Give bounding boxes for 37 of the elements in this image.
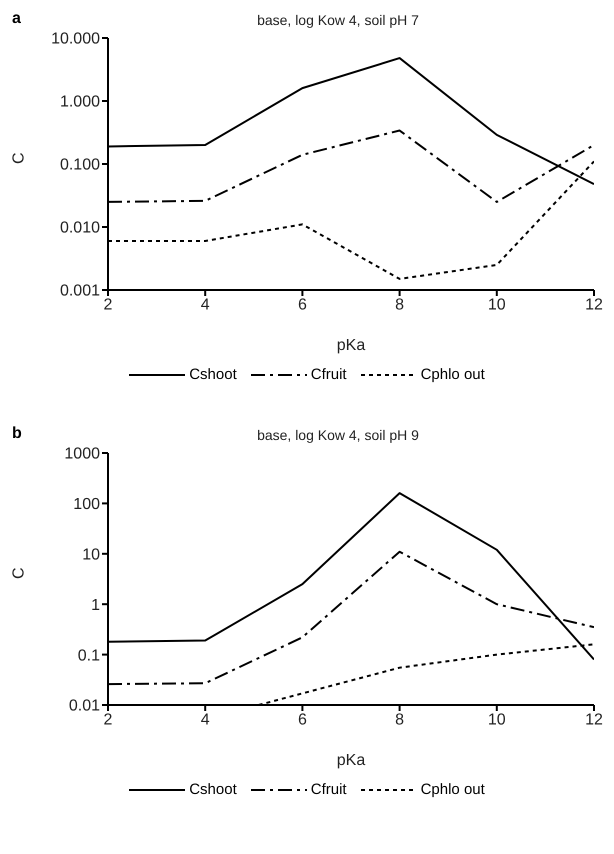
legend-label: Cshoot — [189, 781, 237, 798]
legend-label: Cphlo out — [420, 781, 485, 798]
y-tick-label: 0.100 — [60, 156, 100, 174]
x-tick-label: 12 — [585, 711, 603, 728]
x-tick-label: 10 — [488, 711, 506, 728]
x-tick-label: 10 — [488, 296, 506, 314]
text: b — [12, 425, 22, 443]
y-axis-title: C — [10, 152, 28, 164]
x-tick-label: 2 — [104, 296, 113, 314]
y-tick-label: 1000 — [64, 446, 100, 463]
x-tick-label: 8 — [395, 711, 404, 728]
x-axis-title: pKa — [336, 337, 366, 354]
x-tick-label: 4 — [200, 711, 210, 728]
legend-label: Cfruit — [310, 366, 347, 383]
y-tick-label: 0.001 — [60, 282, 100, 300]
legend-label: Cphlo out — [420, 366, 485, 383]
y-tick-label: 0.010 — [60, 220, 100, 237]
legend-label: Cshoot — [189, 366, 237, 383]
legend-label: Cfruit — [310, 781, 347, 798]
y-tick-label: 100 — [73, 496, 100, 514]
x-tick-label: 12 — [585, 296, 603, 314]
x-tick-label: 6 — [298, 296, 307, 314]
y-tick-label: 0.01 — [68, 698, 100, 715]
x-tick-label: 2 — [104, 711, 113, 728]
y-tick-label: 1.000 — [60, 94, 100, 111]
chart-title: base, log Kow 4, soil pH 9 — [256, 427, 420, 443]
x-axis-title: pKa — [336, 752, 366, 769]
chart-title: base, log Kow 4, soil pH 7 — [256, 12, 420, 28]
x-tick-label: 6 — [298, 711, 307, 728]
x-tick-label: 8 — [395, 296, 404, 314]
text: a — [12, 10, 21, 28]
y-tick-label: 1 — [91, 596, 100, 614]
y-tick-label: 0.1 — [78, 647, 100, 664]
x-tick-label: 4 — [200, 296, 210, 314]
y-tick-label: 10 — [82, 546, 100, 564]
y-axis-title: C — [10, 567, 28, 579]
y-tick-label: 10.000 — [51, 30, 100, 48]
